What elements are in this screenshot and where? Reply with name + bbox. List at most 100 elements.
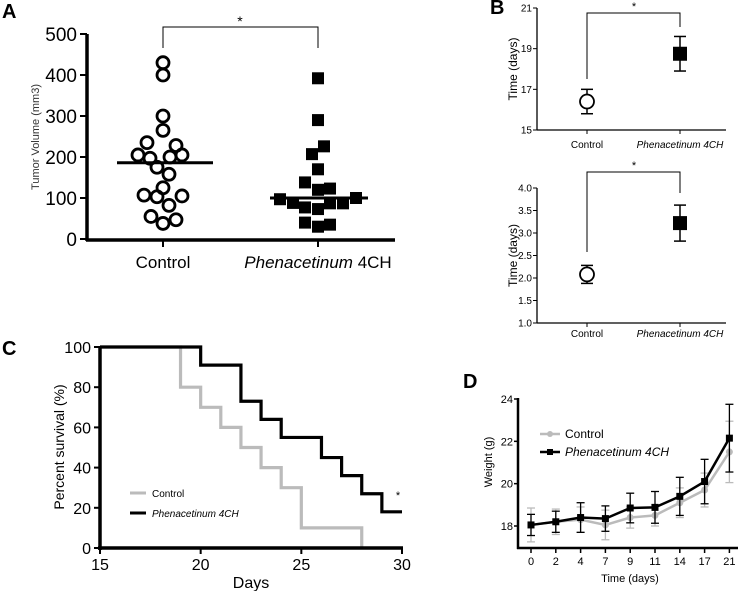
legend-marker-control [547,431,553,437]
y-axis-title: Weight (g) [483,437,495,488]
phenacetinum-point [527,521,535,529]
y-tick-label: 40 [73,461,91,478]
y-tick-label: 22 [501,436,513,448]
y-tick-label: 1.5 [518,296,532,307]
significance-bracket [586,171,681,252]
legend-label-control: Control [565,427,604,441]
x-tick-label: 17 [698,556,710,568]
panel-label-d: D [463,371,477,393]
y-axis-title: Tumor Volume (mm3) [30,84,42,190]
y-tick-label: 18 [501,521,513,533]
phenacetinum-point [725,434,733,442]
control-point [161,197,177,213]
x-tick-label: 14 [674,556,686,568]
control-point [155,108,171,124]
y-tick-label: 100 [45,189,77,210]
legend-marker-phenacetinum [547,449,553,455]
significance-star: * [396,490,401,502]
y-tick-label: 20 [73,501,91,518]
control-point [155,67,171,83]
y-tick-label: 300 [45,107,77,128]
y-tick-label: 15 [521,126,533,137]
phenacetinum-mean-marker [673,46,687,61]
y-tick-label: 21 [521,4,533,15]
significance-star: * [632,1,637,13]
phenacetinum-point [312,72,324,85]
y-tick-label: 2.5 [518,251,532,262]
significance-bracket [162,26,319,48]
x-tick-label: 4 [578,556,584,568]
y-tick-label: 60 [73,420,91,437]
x-tick-label: 21 [723,556,735,568]
y-tick-label: 20 [501,479,513,491]
x-tick-label: Control [571,329,603,340]
x-tick-label: Control [571,140,603,151]
x-tick-label: 0 [528,556,534,568]
significance-star: * [632,160,637,172]
significance-star: * [237,13,243,29]
y-tick-label: 2.0 [518,274,532,285]
y-tick-label: 3.5 [518,206,532,217]
x-tick-label: 25 [292,557,310,574]
y-tick-label: 0 [66,230,77,251]
x-tick-label: Control [136,253,191,272]
y-axis-title: Time (days) [506,38,520,101]
significance-bracket [586,12,681,79]
y-tick-label: 100 [64,340,91,357]
x-tick-label: Phenacetinum 4CH [637,140,724,151]
phenacetinum-point [318,140,330,153]
y-tick-label: 1.0 [518,319,532,330]
panel-b: 15 17 19 21 Time (days) Control Phenacetinum 4… [506,1,726,340]
y-tick-label: 200 [45,148,77,169]
legend-label-phenacetinum: Phenacetinum 4CH [565,445,669,459]
y-axis-title: Percent survival (%) [51,384,67,509]
control-point [143,209,159,224]
y-tick-label: 3.0 [518,229,532,240]
panel-label-c: C [2,338,16,360]
phenacetinum-point [552,518,560,526]
control-mean-marker [579,266,595,283]
phenacetinum-point [324,197,336,210]
phenacetinum-point [299,216,311,229]
x-tick-label: 7 [602,556,608,568]
x-tick-label: 15 [91,557,109,574]
control-point [139,135,155,151]
phenacetinum-point [324,218,336,231]
y-tick-label: 19 [521,44,533,55]
phenacetinum-point [577,514,585,522]
control-point [155,55,171,71]
phenacetinum-point [676,492,684,500]
control-survival-line [100,345,364,548]
x-tick-label: 20 [192,557,210,574]
x-tick-label: 11 [649,556,660,568]
panel-a: 0 100 200 300 400 500 Tumor Volume (mm3) Contro… [30,13,395,272]
phenacetinum-point [651,503,659,511]
phenacetinum-point [601,515,609,523]
phenacetinum-point [626,504,634,512]
y-tick-label: 0 [82,541,91,558]
control-point [174,188,190,204]
x-tick-label: 2 [553,556,559,568]
phenacetinum-point [312,163,324,176]
x-axis-title: Days [233,575,269,591]
control-point [130,147,146,163]
phenacetinum-point [312,203,324,216]
y-tick-label: 500 [45,25,77,46]
panel-label-a: A [2,1,16,23]
control-mean-marker [579,93,595,110]
phenacetinum-point [312,114,324,127]
phenacetinum-survival-line [100,345,402,514]
phenacetinum-point [324,182,336,195]
y-tick-label: 17 [521,85,533,96]
legend-label-control: Control [152,489,184,500]
y-tick-label: 24 [501,394,513,406]
phenacetinum-point [299,176,311,189]
y-tick-label: 4.0 [518,184,532,195]
control-point [162,149,178,165]
phenacetinum-point [701,478,709,486]
control-point [136,187,152,203]
control-point [174,147,190,163]
x-tick-label: 30 [393,557,411,574]
